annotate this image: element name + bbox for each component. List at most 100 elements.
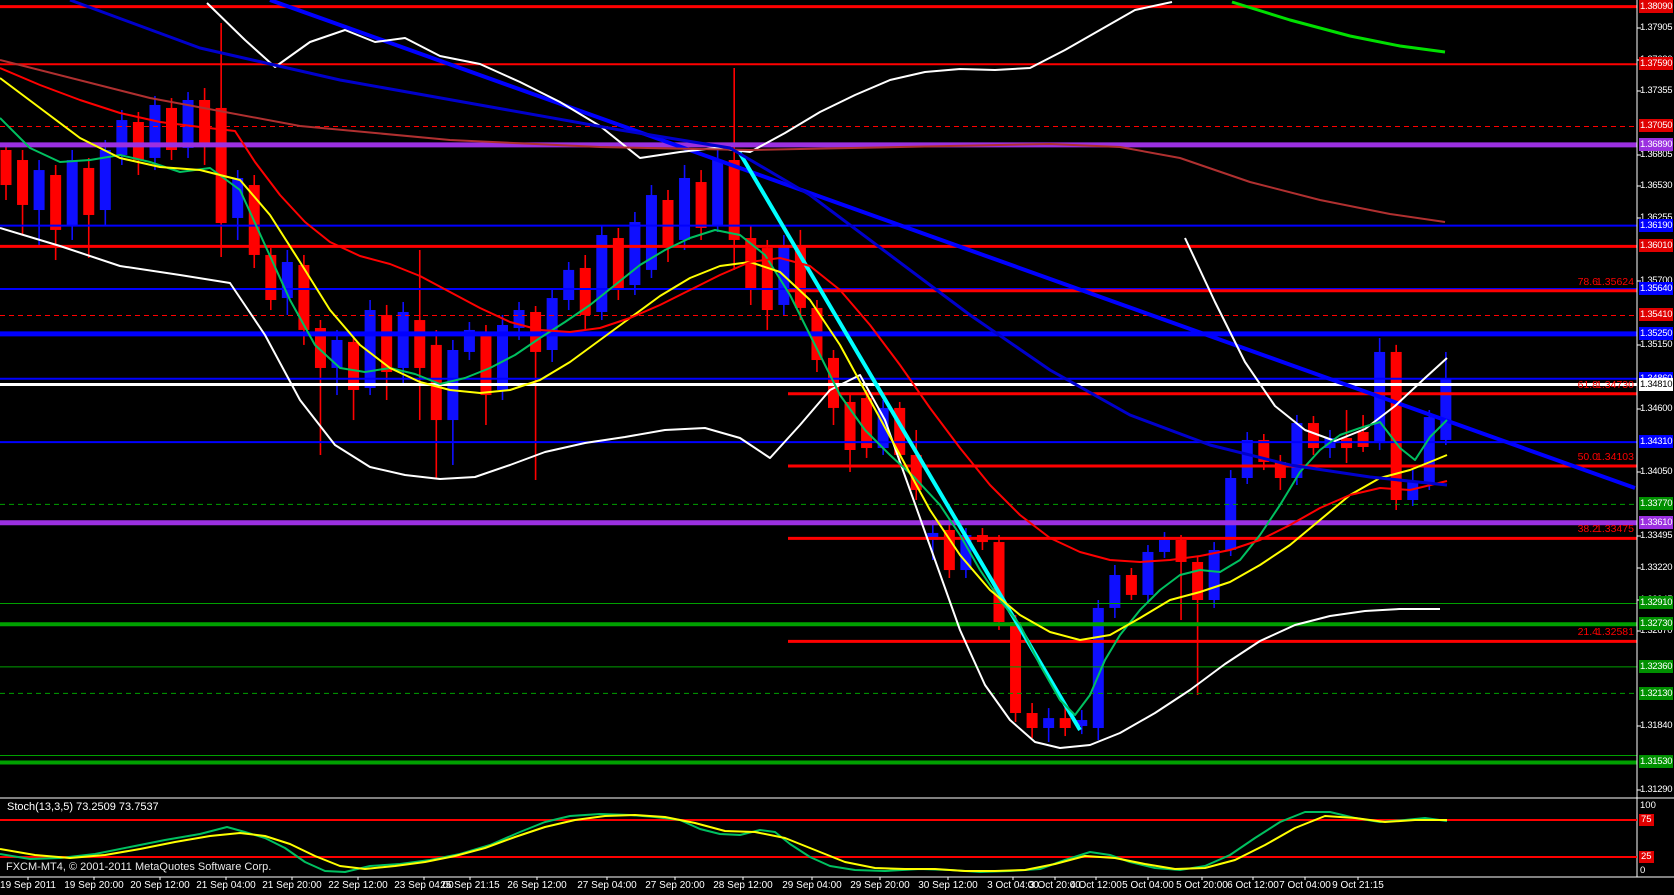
candle-body <box>943 529 955 571</box>
candle-body <box>348 341 360 390</box>
copyright-text: FXCM-MT4, © 2001-2011 MetaQuotes Softwar… <box>6 861 272 873</box>
price-level-badge: 1.35640 <box>1639 282 1674 295</box>
candle-body <box>1241 439 1253 478</box>
price-tick-label: 1.35700 <box>1640 275 1673 286</box>
candle-body <box>1357 432 1369 448</box>
candle-body <box>563 269 575 300</box>
candle-body <box>116 120 128 155</box>
cyan-steep-trendline[interactable] <box>736 148 1082 732</box>
time-tick-label: 26 Sep 12:00 <box>507 880 567 891</box>
price-level-badge: 1.33770 <box>1639 497 1674 510</box>
fib-pct-label: 21.4 <box>1577 626 1598 639</box>
candle-body <box>695 182 707 228</box>
candle-body <box>1307 423 1319 449</box>
time-tick-label: 22 Sep 12:00 <box>328 880 388 891</box>
time-tick-label: 5 Oct 04:00 <box>1122 880 1174 891</box>
price-tick-label: 1.33495 <box>1640 530 1673 541</box>
price-level-badge: 1.32360 <box>1639 660 1674 673</box>
candle-body <box>877 407 889 449</box>
time-tick-label: 9 Oct 21:15 <box>1332 880 1384 891</box>
candle-body <box>1159 539 1170 552</box>
candle-body <box>463 329 475 352</box>
candle-body <box>298 264 310 330</box>
candle-body <box>1407 482 1419 500</box>
time-tick-label: 3 Oct 04:00 <box>987 880 1039 891</box>
candle-body <box>596 235 608 312</box>
candle-body <box>281 261 293 299</box>
candle-body <box>497 325 508 390</box>
price-level-badge: 1.34310 <box>1639 435 1674 448</box>
maroon-slow-ma <box>0 59 1446 223</box>
stochastic-indicator-label: Stoch(13,3,5) 73.2509 73.7537 <box>7 801 159 813</box>
price-level-badge: 1.31530 <box>1639 755 1674 768</box>
candle-body <box>513 310 525 328</box>
candle-body <box>1192 561 1204 600</box>
candle-body <box>629 222 641 286</box>
price-level-badge: 1.38090 <box>1639 0 1674 13</box>
bollinger-lower-white <box>0 227 1440 749</box>
time-tick-label: 29 Sep 04:00 <box>782 880 842 891</box>
candle-body <box>662 200 674 246</box>
candle-body <box>232 177 244 218</box>
candle-body <box>1092 607 1104 728</box>
price-level-badge: 1.35250 <box>1639 327 1674 340</box>
blue-descending-trendline[interactable] <box>269 0 1636 490</box>
price-tick-label: 1.37355 <box>1640 85 1673 96</box>
time-tick-label: 21 Sep 04:00 <box>196 880 256 891</box>
candle-body <box>381 314 393 373</box>
candle-body <box>99 150 111 211</box>
candle-body <box>331 339 343 368</box>
candle-body <box>910 454 922 490</box>
time-tick-label: 6 Oct 12:00 <box>1227 880 1279 891</box>
bollinger-upper-white <box>206 1 1173 159</box>
green-upper-tf-ma <box>1231 0 1446 54</box>
price-level-badge: 1.36190 <box>1639 219 1674 232</box>
yellow-ma <box>0 77 1448 641</box>
candle-body <box>83 167 95 215</box>
time-tick-label: 27 Sep 20:00 <box>645 880 705 891</box>
candle-body <box>17 160 29 205</box>
time-tick-label: 21 Sep 20:00 <box>262 880 322 891</box>
fib-pct-label: 50.0 <box>1577 451 1598 463</box>
time-tick-label: 19 Sep 2011 <box>0 880 56 891</box>
time-tick-label: 4 Oct 12:00 <box>1070 880 1122 891</box>
price-tick-label: 1.36255 <box>1640 212 1673 223</box>
candle-body <box>1059 718 1071 728</box>
candle-body <box>579 267 591 315</box>
candle-body <box>712 160 724 225</box>
candle-body <box>33 170 45 211</box>
candle-body <box>761 248 773 311</box>
price-level-badge: 1.36010 <box>1639 239 1674 252</box>
price-tick-label: 1.36805 <box>1640 149 1673 160</box>
price-level-badge: 1.32130 <box>1639 687 1674 700</box>
time-tick-label: 7 Oct 04:00 <box>1279 880 1331 891</box>
candle-body <box>645 195 657 270</box>
candle-body <box>1274 461 1286 478</box>
price-level-badge: 1.36890 <box>1639 138 1674 151</box>
fib-pct-label: 61.8 <box>1577 378 1598 391</box>
fib-price-label: 1.33475 <box>1596 523 1634 536</box>
time-tick-label: 5 Oct 20:00 <box>1176 880 1228 891</box>
stoch-scale-label: 100 <box>1640 800 1656 811</box>
price-level-badge: 1.34810 <box>1639 378 1674 391</box>
candle-body <box>149 104 161 158</box>
candle-body <box>199 100 211 146</box>
price-tick-label: 1.34050 <box>1640 466 1673 477</box>
candle-body <box>397 311 409 368</box>
candle-body <box>612 238 624 289</box>
red-ma <box>0 67 1448 563</box>
bollinger-mid-white-right <box>1184 237 1448 442</box>
candle-body <box>215 107 227 224</box>
candle-body <box>546 298 558 350</box>
candle-body <box>1142 551 1154 595</box>
price-level-badge: 1.37590 <box>1639 57 1674 70</box>
candle-body <box>745 238 757 290</box>
price-tick-label: 1.36530 <box>1640 180 1673 191</box>
fib-pct-label: 78.6 <box>1577 275 1598 288</box>
candle-body <box>1390 351 1402 500</box>
time-tick-label: 3 Oct 20:00 <box>1029 880 1081 891</box>
time-tick-label: 29 Sep 20:00 <box>850 880 910 891</box>
candle-body <box>1208 550 1220 600</box>
